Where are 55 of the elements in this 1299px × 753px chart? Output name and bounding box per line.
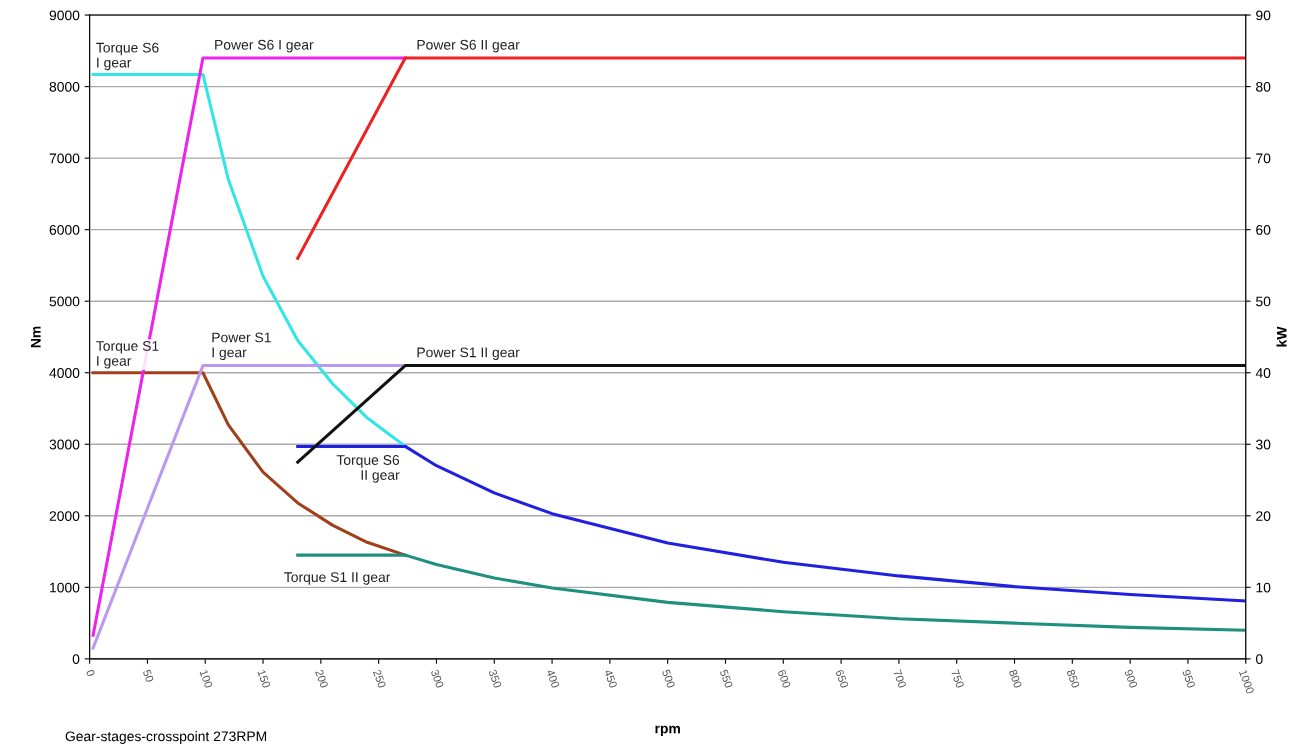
y2-tick-label: 80 — [1256, 81, 1271, 92]
y-tick-label: 7000 — [49, 153, 80, 164]
x-tick-label: 0 — [85, 669, 96, 677]
series-label: Power S1 II gear — [417, 347, 520, 361]
series-label: Torque S1 II gear — [284, 572, 391, 585]
x-tick-label: 200 — [315, 669, 329, 689]
y2-tick-label: 0 — [1256, 654, 1263, 665]
y-tick-label: 3000 — [49, 439, 80, 450]
y-tick-label: 9000 — [49, 10, 80, 21]
y2-tick-label: 70 — [1256, 153, 1271, 164]
y2-axis-title: kW — [1276, 326, 1287, 347]
text: Gear-stages-crosspoint 273RPM — [65, 731, 267, 744]
y2-tick-label: 30 — [1255, 439, 1271, 450]
y-tick-label: 8000 — [49, 81, 80, 92]
y-axis-title: Nm — [31, 326, 41, 348]
x-tick-label: 700 — [893, 669, 907, 689]
x-tick-label: 100 — [199, 669, 213, 689]
y-tick-label: 2000 — [49, 511, 80, 521]
x-tick-label: 150 — [257, 669, 271, 689]
x-tick-label: 850 — [1066, 669, 1080, 689]
y-tick-label: 4000 — [49, 368, 80, 378]
x-tick-label: 300 — [430, 669, 445, 689]
y2-tick-label: 40 — [1255, 368, 1271, 378]
x-tick-label: 50 — [142, 669, 154, 683]
series-label: Torque S6 I gear — [96, 42, 159, 71]
x-tick-label: 250 — [372, 669, 387, 689]
series-label: Power S6 II gear — [417, 39, 520, 53]
x-tick-label: 800 — [1008, 669, 1023, 689]
x-tick-label: 550 — [719, 669, 734, 689]
y-tick-label: 0 — [72, 654, 80, 665]
series-label: Torque S1 I gear — [96, 341, 159, 369]
y2-tick-label: 20 — [1256, 511, 1271, 521]
x-tick-label: 750 — [950, 669, 965, 689]
x-axis-title: rpm — [655, 725, 680, 737]
x-tick-label: 900 — [1124, 669, 1138, 689]
x-tick-label: 600 — [777, 669, 791, 689]
x-tick-label: 400 — [546, 668, 560, 689]
y2-tick-label: 10 — [1256, 582, 1271, 593]
x-tick-label: 500 — [661, 669, 676, 689]
y-tick-label: 5000 — [49, 296, 80, 307]
y-tick-label: 1000 — [50, 582, 80, 593]
line-series — [91, 371, 407, 557]
series-label: Power S1 I gear — [212, 332, 271, 361]
x-tick-label: 1000 — [1239, 669, 1255, 695]
series-label: Torque S6 II gear — [336, 455, 400, 483]
x-tick-label: 650 — [835, 669, 849, 689]
y2-tick-label: 60 — [1256, 225, 1271, 235]
y-tick-label: 6000 — [49, 225, 80, 235]
series-label: Power S6 I gear — [215, 39, 314, 53]
x-tick-label: 350 — [488, 669, 502, 689]
x-tick-label: 450 — [604, 668, 618, 689]
y2-tick-label: 90 — [1256, 10, 1271, 21]
line-series — [91, 72, 407, 448]
y2-tick-label: 50 — [1256, 296, 1271, 307]
x-tick-label: 950 — [1182, 669, 1196, 689]
